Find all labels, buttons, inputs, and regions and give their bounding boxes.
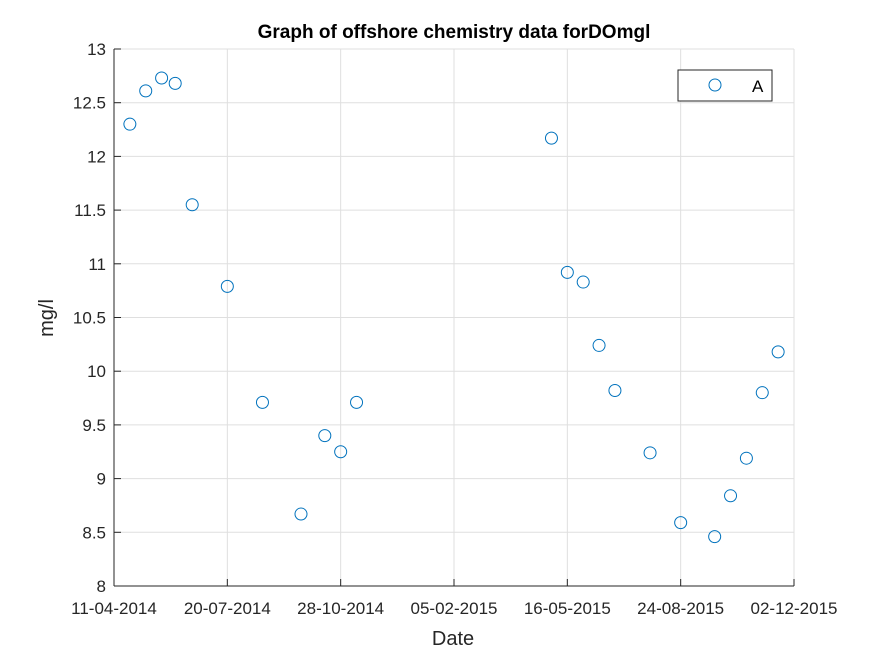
y-tick-label: 8.5 xyxy=(82,523,106,542)
data-point xyxy=(334,445,348,459)
legend-marker-icon xyxy=(708,78,722,92)
y-axis-ticks: 8 8.5 9 9.5 10 10.5 11 11.5 12 12.5 13 xyxy=(73,40,121,596)
data-point xyxy=(185,198,199,212)
x-axis-ticks: 11-04-2014 20-07-2014 28-10-2014 05-02-2015… xyxy=(71,579,837,618)
data-point xyxy=(576,275,590,289)
y-tick-label: 8 xyxy=(97,577,106,596)
x-tick-label: 02-12-2015 xyxy=(751,599,838,618)
data-point xyxy=(739,451,753,465)
data-point xyxy=(771,345,785,359)
y-axis-title: mg/l xyxy=(36,299,58,337)
data-point xyxy=(643,446,657,460)
data-points xyxy=(123,71,785,544)
x-tick-label: 16-05-2015 xyxy=(524,599,611,618)
x-tick-label: 28-10-2014 xyxy=(297,599,384,618)
data-point xyxy=(168,76,182,90)
x-axis-title: Date xyxy=(432,628,474,650)
data-point xyxy=(318,429,332,443)
data-point xyxy=(123,117,137,131)
legend-box xyxy=(677,69,773,102)
data-point xyxy=(294,507,308,521)
data-point xyxy=(139,84,153,98)
y-tick-label: 11 xyxy=(88,255,106,274)
y-tick-label: 13 xyxy=(87,40,106,59)
data-point xyxy=(755,386,769,400)
data-point xyxy=(674,516,688,530)
legend: A xyxy=(677,69,773,102)
data-point xyxy=(708,530,722,544)
x-tick-label: 20-07-2014 xyxy=(184,599,271,618)
x-tick-label: 11-04-2014 xyxy=(71,599,157,618)
x-tick-label: 24-08-2015 xyxy=(637,599,724,618)
y-tick-label: 12 xyxy=(87,147,106,166)
y-tick-label: 9.5 xyxy=(82,416,106,435)
data-point xyxy=(560,265,574,279)
y-tick-label: 10.5 xyxy=(73,309,106,328)
data-point xyxy=(724,489,738,503)
data-point xyxy=(255,395,269,409)
data-point xyxy=(350,395,364,409)
x-tick-label: 05-02-2015 xyxy=(411,599,498,618)
data-point xyxy=(220,279,234,293)
y-tick-label: 9 xyxy=(97,470,106,489)
chart-title: Graph of offshore chemistry data forDOmg… xyxy=(258,22,651,43)
data-point xyxy=(592,338,606,352)
y-tick-label: 11.5 xyxy=(74,201,106,220)
y-tick-label: 12.5 xyxy=(73,94,106,113)
y-tick-label: 10 xyxy=(87,362,106,381)
data-point xyxy=(608,384,622,398)
data-point xyxy=(155,71,169,85)
legend-label: A xyxy=(752,77,764,96)
data-point xyxy=(544,131,558,145)
